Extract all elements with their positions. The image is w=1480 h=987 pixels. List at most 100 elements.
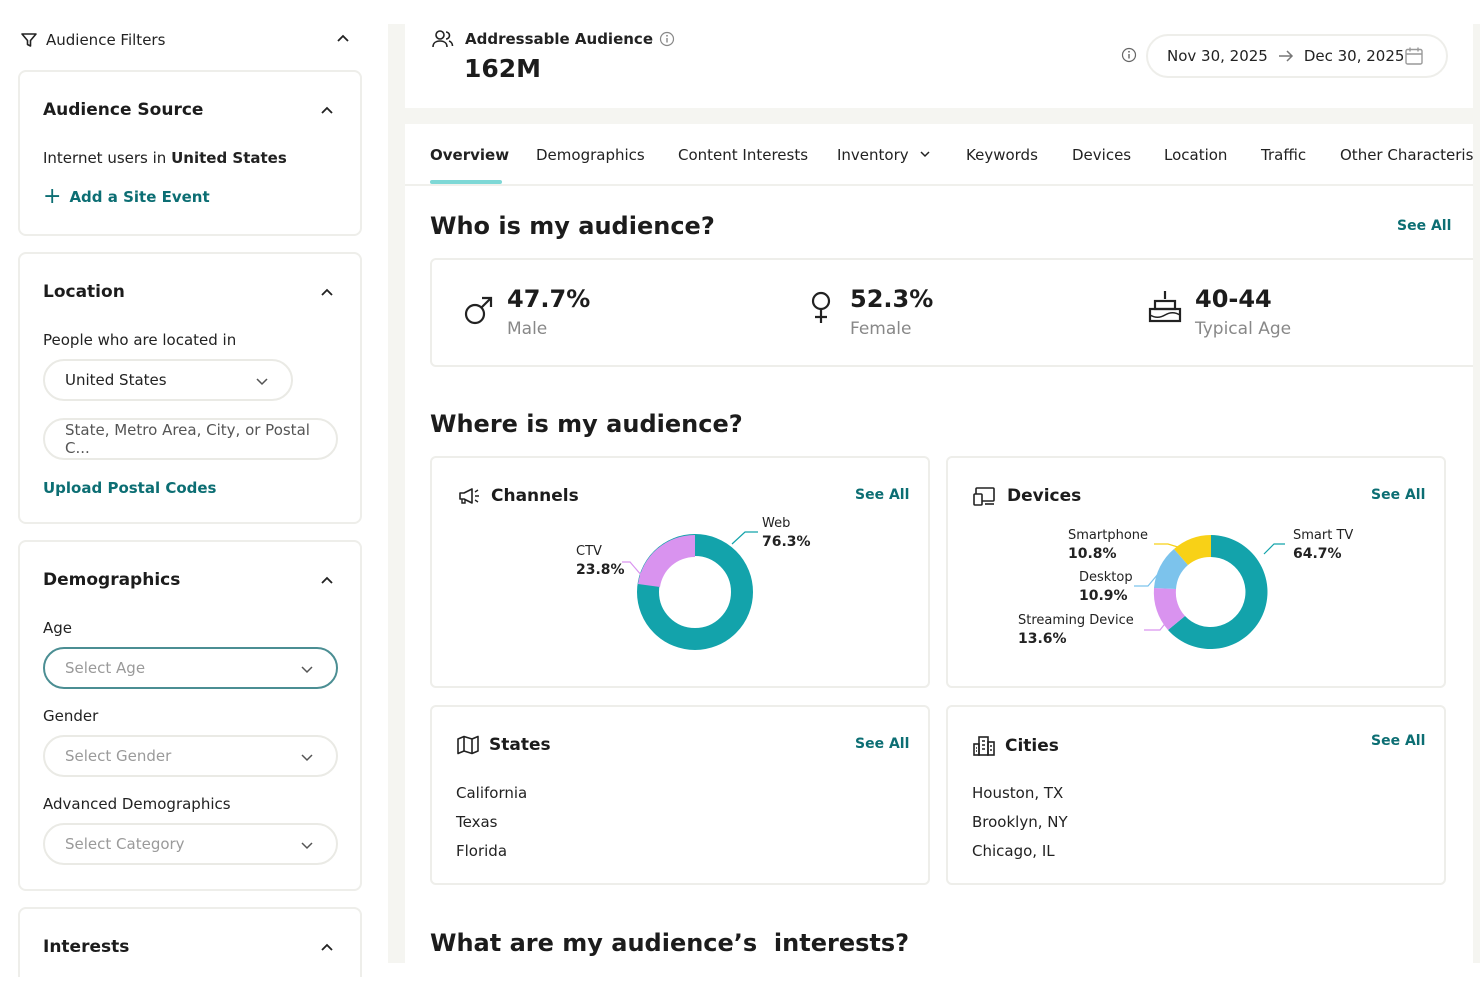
tab-content-interests[interactable]: Content Interests	[678, 146, 809, 164]
tab-traffic[interactable]: Traffic	[1261, 146, 1307, 164]
audience-source-country: United States	[171, 149, 287, 167]
smart-tv-label: Smart TV 64.7%	[1293, 527, 1353, 564]
chevron-up-icon[interactable]	[320, 941, 334, 955]
interests-title: Interests	[43, 937, 130, 957]
who-see-all-link[interactable]: See All	[1397, 218, 1452, 234]
states-title: States	[457, 735, 551, 755]
list-item: Texas	[456, 813, 498, 831]
ctv-name: CTV	[576, 544, 602, 559]
active-tab-indicator	[430, 180, 502, 184]
leader-line-desktop	[1134, 567, 1164, 587]
chevron-down-icon	[301, 754, 313, 762]
desktop-label: Desktop 10.9%	[1079, 569, 1133, 606]
cities-panel: Cities See All Houston, TX Brooklyn, NY …	[946, 705, 1446, 885]
date-range-picker[interactable]: Nov 30, 2025 Dec 30, 2025	[1146, 34, 1448, 78]
gender-select[interactable]: Select Gender	[43, 735, 338, 777]
location-card: Location People who are located in Unite…	[18, 252, 362, 524]
map-icon	[457, 735, 479, 755]
devices-panel: Devices See All Smart TV 64.7% Smartphon…	[946, 456, 1446, 688]
states-see-all-link[interactable]: See All	[855, 736, 910, 752]
smartphone-label: Smartphone 10.8%	[1068, 527, 1148, 564]
female-icon	[811, 291, 831, 323]
category-select[interactable]: Select Category	[43, 823, 338, 865]
states-panel: States See All California Texas Florida	[430, 705, 930, 885]
web-value: 76.3%	[762, 534, 811, 550]
desktop-value: 10.9%	[1079, 588, 1128, 604]
channels-see-all-link[interactable]: See All	[855, 487, 910, 503]
streaming-device-value: 13.6%	[1018, 631, 1067, 647]
list-item: Florida	[456, 842, 508, 860]
leader-line-smartphone	[1154, 543, 1182, 549]
donut-segment-smartphone	[1174, 535, 1211, 565]
male-label: Male	[507, 319, 548, 339]
devices-title-text: Devices	[1007, 486, 1082, 506]
layout-separator	[388, 108, 1480, 124]
typical-age-label: Typical Age	[1195, 319, 1292, 339]
add-site-event-label: Add a Site Event	[69, 188, 210, 206]
users-icon	[432, 30, 454, 48]
channels-title: Channels	[457, 486, 579, 506]
typical-age-value: 40-44	[1195, 285, 1272, 313]
addressable-audience-value: 162M	[464, 54, 542, 83]
list-item: Chicago, IL	[972, 842, 1055, 860]
chevron-up-icon[interactable]	[320, 104, 334, 118]
gender-label: Gender	[43, 707, 99, 725]
streaming-device-label: Streaming Device 13.6%	[1018, 612, 1134, 649]
demographics-card: Demographics Age Select Age Gender Selec…	[18, 540, 362, 891]
plus-icon: +	[43, 184, 62, 209]
country-select[interactable]: United States	[43, 359, 293, 401]
chevron-up-icon[interactable]	[336, 32, 350, 46]
list-item: California	[456, 784, 528, 802]
devices-title: Devices	[973, 486, 1081, 506]
audience-filters-title: Audience Filters	[46, 31, 166, 49]
smart-tv-value: 64.7%	[1293, 546, 1342, 562]
devices-see-all-link[interactable]: See All	[1371, 487, 1426, 503]
age-select[interactable]: Select Age	[43, 647, 338, 689]
web-label: Web 76.3%	[762, 515, 811, 552]
list-item: Houston, TX	[972, 784, 1064, 802]
leader-line-streaming-device	[1144, 615, 1172, 631]
buildings-icon	[973, 736, 995, 756]
chevron-up-icon[interactable]	[320, 574, 334, 588]
cities-see-all-link[interactable]: See All	[1371, 733, 1426, 749]
where-section-title: Where is my audience?	[430, 410, 743, 438]
info-icon[interactable]	[659, 31, 675, 47]
location-search-input[interactable]: State, Metro Area, City, or Postal C...	[43, 418, 338, 460]
tab-devices[interactable]: Devices	[1072, 146, 1132, 164]
donut-segment-streaming-device	[1153, 588, 1185, 630]
leader-line-ctv	[622, 561, 643, 577]
age-label: Age	[43, 619, 73, 637]
ctv-label: CTV 23.8%	[576, 543, 625, 580]
advanced-demographics-label: Advanced Demographics	[43, 795, 231, 813]
upload-postal-codes-link[interactable]: Upload Postal Codes	[43, 479, 217, 497]
tab-location[interactable]: Location	[1164, 146, 1228, 164]
cake-icon	[1148, 291, 1182, 323]
date-start: Nov 30, 2025	[1167, 47, 1268, 65]
devices-donut-chart	[1134, 535, 1285, 649]
tab-other-characteristics[interactable]: Other Characterist	[1340, 146, 1473, 164]
female-value: 52.3%	[850, 285, 934, 313]
addressable-audience-header: Addressable Audience 162M Nov 30, 2025 D…	[405, 24, 1473, 108]
smart-tv-name: Smart TV	[1293, 528, 1354, 543]
chevron-down-icon	[920, 151, 930, 158]
channels-donut-chart	[622, 531, 758, 650]
web-name: Web	[762, 516, 791, 531]
tab-demographics[interactable]: Demographics	[536, 146, 645, 164]
audience-filters-header[interactable]: Audience Filters	[20, 28, 360, 52]
donut-segment-ctv	[638, 534, 695, 587]
add-site-event-link[interactable]: + Add a Site Event	[43, 186, 210, 208]
info-icon[interactable]	[1121, 47, 1137, 63]
smartphone-value: 10.8%	[1068, 546, 1117, 562]
male-icon	[464, 296, 493, 325]
gender-select-placeholder: Select Gender	[65, 747, 172, 765]
male-value: 47.7%	[507, 285, 591, 313]
chevron-up-icon[interactable]	[320, 286, 334, 300]
overview-panel: Overview Demographics Content Interests …	[405, 124, 1473, 963]
tab-overview[interactable]: Overview	[430, 146, 510, 164]
streaming-device-name: Streaming Device	[1018, 613, 1134, 628]
interests-card: Interests	[18, 907, 362, 977]
location-title: Location	[43, 282, 125, 302]
age-select-placeholder: Select Age	[65, 659, 146, 677]
tab-inventory[interactable]: Inventory	[837, 146, 931, 164]
tab-keywords[interactable]: Keywords	[966, 146, 1038, 164]
